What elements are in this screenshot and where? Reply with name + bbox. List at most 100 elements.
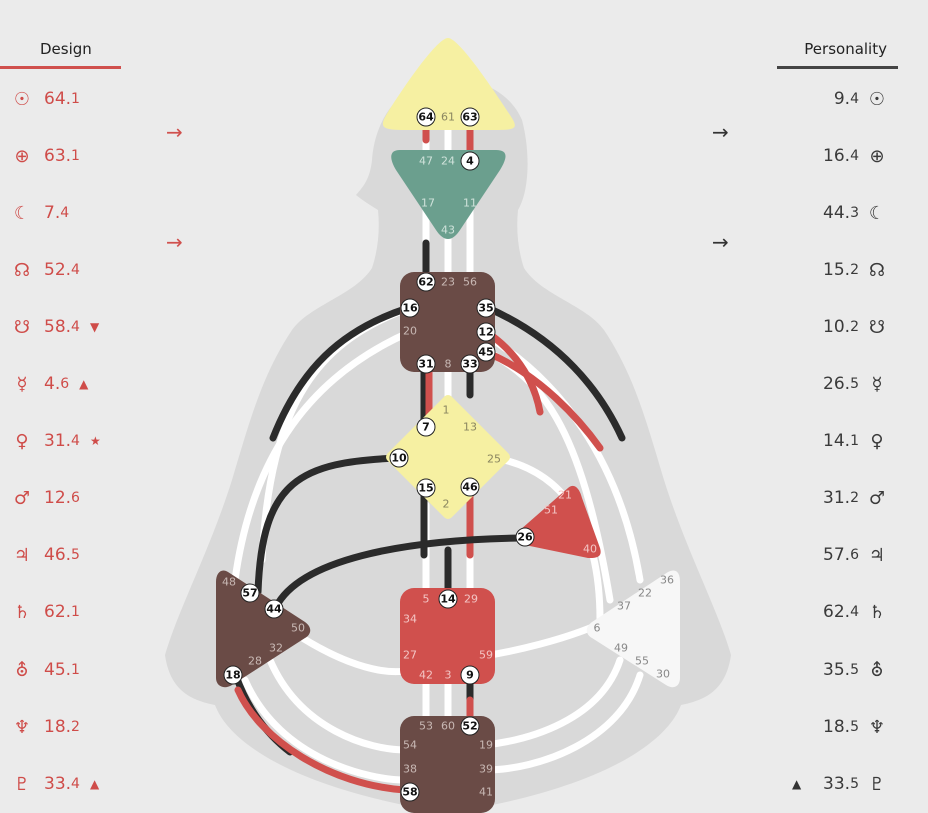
gate-value: 45. (44, 660, 72, 680)
personality-row[interactable]: 14. 1 ♀ (775, 429, 887, 453)
planet-icon: ☊ (869, 259, 885, 281)
design-row[interactable]: ☉ 64. 1 (12, 87, 90, 111)
line-value: 5 (71, 547, 80, 563)
gate-27: 27 (403, 649, 417, 662)
line-value: 1 (850, 433, 859, 449)
active-gate-35: 35 (476, 298, 496, 318)
active-gate-9: 9 (460, 665, 480, 685)
planet-icon: ☿ (871, 373, 883, 395)
line-value: 4 (850, 148, 859, 164)
personality-row[interactable]: 10. 2 ☋ (775, 315, 887, 339)
design-row[interactable]: ♆ 18. 2 (12, 715, 90, 739)
design-row[interactable]: ♀ 31. 4 ★ (12, 429, 100, 453)
personality-row[interactable]: 31. 2 ♂ (775, 486, 887, 510)
planet-icon: ☉ (868, 88, 886, 110)
svg-text:33: 33 (462, 358, 477, 371)
gate-49: 49 (614, 642, 628, 655)
design-row[interactable]: ☿ 4. 6 ▲ (12, 372, 88, 396)
personality-row[interactable]: 16. 4 ⊕ (775, 144, 887, 168)
active-gate-57: 57 (240, 583, 260, 603)
svg-text:18: 18 (225, 669, 240, 682)
gate-55: 55 (635, 655, 649, 668)
personality-heading-underline (777, 66, 898, 69)
gate-11: 11 (463, 197, 477, 210)
design-row[interactable]: ☾ 7. 4 (12, 201, 79, 225)
active-gate-16: 16 (400, 298, 420, 318)
design-row[interactable]: ♂ 12. 6 (12, 486, 90, 510)
ego-center (516, 485, 601, 558)
gate-54: 54 (403, 739, 417, 752)
svg-text:45: 45 (478, 346, 493, 359)
personality-row[interactable]: 62. 4 ♄ (775, 600, 887, 624)
planet-icon: ☿ (16, 373, 28, 395)
design-row[interactable]: ⊕ 63. 1 (12, 144, 90, 168)
planet-icon: ♄ (13, 601, 31, 623)
gate-value: 18. (44, 717, 72, 737)
active-gate-4: 4 (460, 151, 480, 171)
planet-icon: ♆ (868, 716, 886, 738)
svg-text:10: 10 (391, 452, 407, 465)
gate-13: 13 (463, 421, 477, 434)
gate-value: 18. (823, 717, 851, 737)
gate-value: 44. (823, 203, 851, 223)
personality-row[interactable]: 44. 3 ☾ (775, 201, 887, 225)
line-value: 2 (850, 319, 859, 335)
gate-value: 14. (823, 431, 851, 451)
design-arrow-bottom: → (166, 230, 183, 254)
fixing-mark-icon: ▲ (89, 777, 100, 791)
personality-row[interactable]: 57. 6 ♃ (775, 543, 887, 567)
gate-47: 47 (419, 155, 433, 168)
design-row[interactable]: ♇ 33. 4 ▲ (12, 772, 99, 796)
gate-20: 20 (403, 325, 417, 338)
planet-icon: ☾ (13, 202, 31, 224)
gate-56: 56 (463, 276, 477, 289)
gate-21: 21 (558, 489, 572, 502)
svg-text:9: 9 (466, 669, 474, 682)
gate-51: 51 (544, 504, 558, 517)
gate-value: 58. (44, 317, 72, 337)
line-value: 4 (71, 433, 80, 449)
personality-heading: Personality (804, 40, 887, 58)
planet-icon: ♀ (15, 430, 29, 452)
personality-row[interactable]: 9. 4 ☉ (775, 87, 887, 111)
svg-text:26: 26 (517, 531, 533, 544)
planet-icon: ♂ (13, 487, 31, 509)
personality-row[interactable]: 26. 5 ☿ (775, 372, 887, 396)
active-gate-18: 18 (223, 665, 243, 685)
personality-row[interactable]: 35. 5 ⛢ (775, 658, 887, 682)
personality-row[interactable]: 33. 5 ♇ (775, 772, 887, 796)
planet-icon: ♇ (868, 773, 886, 795)
gate-34: 34 (403, 613, 417, 626)
gate-labels: 61 47 24 17 11 43 23 56 20 8 1 13 25 2 2… (222, 111, 674, 799)
gate-value: 26. (823, 374, 851, 394)
gate-61: 61 (441, 111, 455, 124)
design-row[interactable]: ♄ 62. 1 (12, 600, 90, 624)
gate-value: 9. (833, 89, 851, 109)
planet-icon: ♀ (870, 430, 884, 452)
design-row[interactable]: ⛢ 45. 1 (12, 658, 90, 682)
gate-32: 32 (269, 642, 283, 655)
personality-arrow-top: → (712, 120, 729, 144)
design-row[interactable]: ☋ 58. 4 ▼ (12, 315, 99, 339)
line-value: 5 (850, 719, 859, 735)
line-value: 1 (71, 662, 80, 678)
design-row[interactable]: ♃ 46. 5 (12, 543, 90, 567)
line-value: 1 (71, 148, 80, 164)
active-gate-46: 46 (460, 477, 480, 497)
design-row[interactable]: ☊ 52. 4 (12, 258, 90, 282)
gate-value: 31. (823, 488, 851, 508)
centers (216, 38, 680, 813)
gate-value: 33. (823, 774, 851, 794)
gate-40: 40 (583, 543, 597, 556)
gate-19: 19 (479, 739, 493, 752)
personality-row[interactable]: 18. 5 ♆ (775, 715, 887, 739)
defined-channels (232, 116, 626, 794)
svg-text:14: 14 (440, 593, 456, 606)
svg-text:35: 35 (478, 302, 493, 315)
gate-5: 5 (423, 593, 430, 606)
personality-row[interactable]: 15. 2 ☊ (775, 258, 887, 282)
line-value: 4 (71, 776, 80, 792)
gate-39: 39 (479, 763, 493, 776)
gate-29: 29 (464, 593, 478, 606)
